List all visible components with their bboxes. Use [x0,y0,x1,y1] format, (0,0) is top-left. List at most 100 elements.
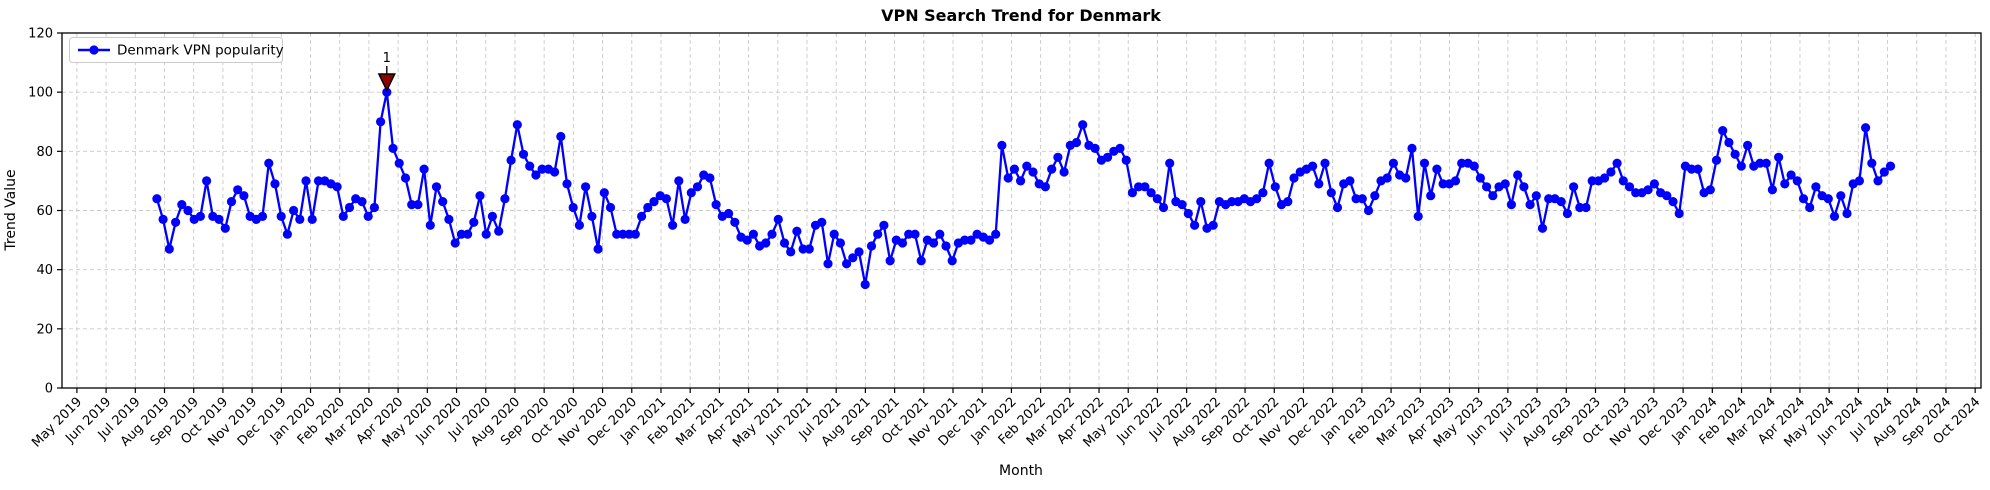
data-point [1426,191,1436,201]
data-point [282,229,292,239]
data-point [1525,200,1535,210]
data-point [929,238,939,248]
data-point [444,214,454,224]
data-point [916,256,926,266]
data-point [873,229,883,239]
data-point [1854,176,1864,186]
data-point [369,202,379,213]
x-axis-label: Month [999,463,1043,479]
data-point [568,202,578,213]
data-point [1388,158,1398,168]
legend-marker-icon [89,45,99,55]
data-point [605,202,616,213]
data-point [1829,211,1840,221]
data-point [537,164,547,174]
data-point [1562,208,1572,219]
data-point [463,229,473,239]
data-point [1885,161,1896,171]
data-point [276,211,286,221]
data-point [344,202,355,213]
data-point [226,197,237,207]
data-point [1662,191,1672,201]
data-point [724,208,734,219]
data-point [991,229,1001,239]
y-tick-label: 80 [36,145,53,160]
data-point [1003,173,1013,183]
data-point [674,176,684,186]
data-point [1774,152,1784,162]
data-point [1743,140,1753,150]
legend: Denmark VPN popularity [69,37,284,63]
data-point [1798,194,1809,204]
data-point [1022,161,1032,171]
data-point [997,140,1007,150]
data-point [1357,194,1367,204]
data-point [1879,167,1889,177]
data-point [214,214,224,224]
data-point [264,158,274,168]
data-point [587,211,597,221]
data-point [1270,182,1280,192]
data-point [158,214,168,224]
data-point [1643,185,1653,195]
data-point [1320,158,1330,168]
data-point [879,220,889,230]
data-point [1506,200,1516,210]
data-point [668,220,678,230]
data-point [1345,176,1355,186]
data-point [1190,220,1200,230]
data-point [866,241,877,251]
y-tick-label: 40 [36,263,53,278]
data-point [984,235,995,245]
data-point [1090,143,1100,153]
data-point [599,188,609,198]
data-point [1121,155,1131,165]
data-point [1140,182,1150,192]
data-point [512,120,522,130]
data-point [1786,170,1796,180]
data-point [1624,182,1635,192]
data-point [1705,185,1715,195]
data-point [202,176,212,186]
data-point [941,241,951,251]
data-point [450,238,460,248]
data-point [376,117,386,127]
data-point [1488,191,1498,201]
data-point [1115,143,1125,153]
data-point [1842,208,1852,219]
data-point [742,235,752,245]
data-point [1736,161,1746,171]
data-point [593,244,603,254]
data-point [518,149,529,159]
data-point [1326,188,1336,198]
data-point [1761,158,1771,168]
data-point [1059,167,1069,177]
annotation-label: 1 [383,51,391,66]
annotation-triangle-down-icon [377,73,396,93]
series-layer [152,87,1896,290]
data-point [1308,161,1318,171]
data-point [1606,167,1616,177]
data-point [220,223,230,233]
data-point [680,214,690,224]
data-point [1600,173,1610,183]
data-point [860,279,870,290]
data-point [1780,179,1790,189]
data-point [767,229,777,239]
data-point [1767,185,1777,195]
data-point [823,259,833,269]
data-point [661,194,672,204]
data-point [1432,164,1442,174]
data-point [413,200,423,210]
data-point [1711,155,1722,165]
data-point [1500,179,1510,189]
data-point [1612,158,1622,168]
data-point [1618,176,1628,186]
data-point [1811,182,1821,192]
data-point [1469,161,1479,171]
y-tick-label: 0 [45,382,53,397]
data-point [1668,197,1678,207]
